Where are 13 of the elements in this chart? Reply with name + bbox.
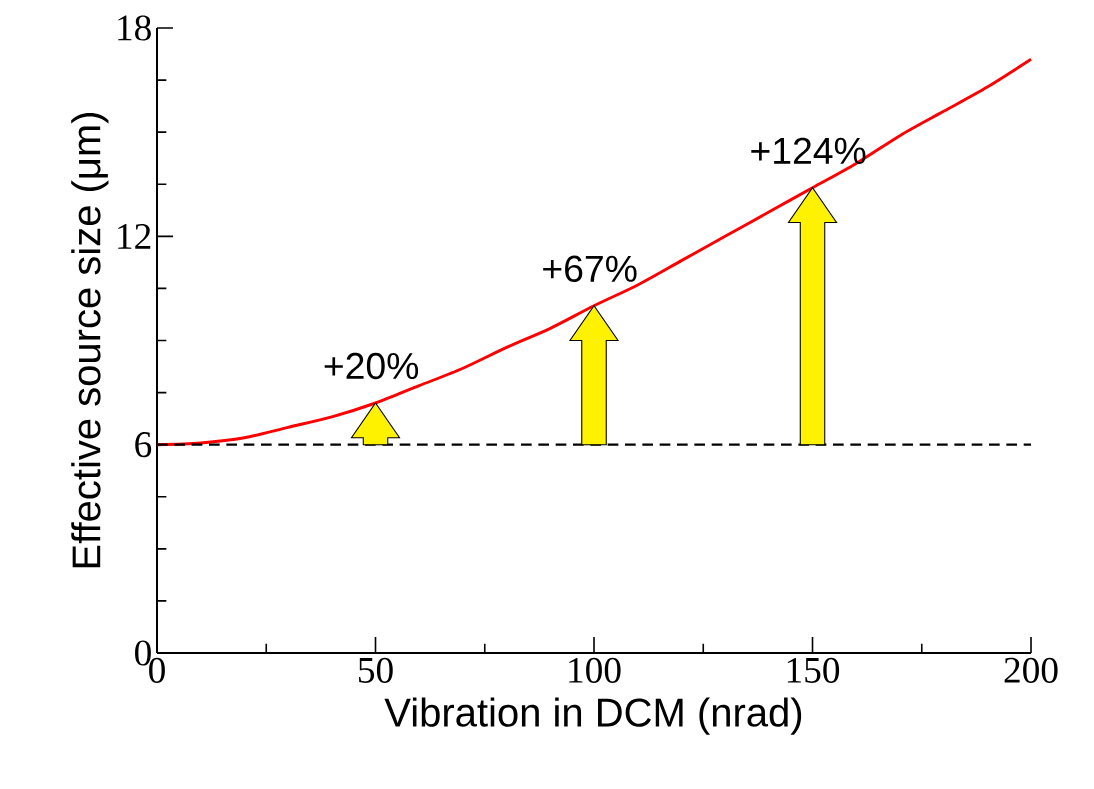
- annotation: +20%: [324, 352, 419, 380]
- y-tick-label: 0: [135, 640, 151, 666]
- x-tick-label: 150: [787, 657, 840, 683]
- annotation: +124%: [751, 137, 866, 164]
- annotation: +67%: [543, 255, 637, 282]
- x-tick-label: 50: [359, 657, 393, 683]
- x-tick-label: 100: [569, 657, 621, 683]
- x-tick-label: 200: [1004, 657, 1058, 683]
- y-tick-label: 18: [118, 15, 151, 41]
- y-axis-title: Effective source size (μm): [71, 112, 109, 568]
- y-tick-label: 6: [135, 432, 152, 458]
- x-axis-title: Vibration in DCM (nrad): [384, 697, 802, 735]
- y-tick-label: 12: [118, 223, 151, 249]
